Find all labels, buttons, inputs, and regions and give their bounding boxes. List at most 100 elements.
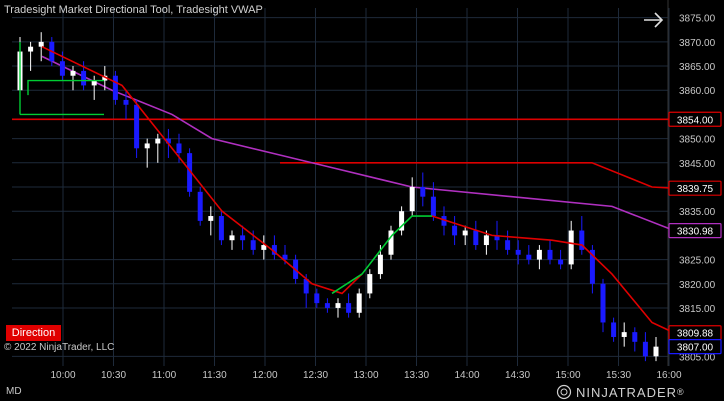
candle-body xyxy=(388,230,394,255)
x-tick-label: 15:30 xyxy=(606,370,631,381)
direction-button[interactable]: Direction xyxy=(6,325,61,341)
arrow-right-icon[interactable] xyxy=(640,6,668,34)
candle-body xyxy=(335,303,341,308)
candle-body xyxy=(632,332,638,342)
candle-body xyxy=(314,293,320,304)
candle-body xyxy=(282,254,288,260)
candle-body xyxy=(505,240,511,250)
y-tick-label: 3865.00 xyxy=(679,62,716,73)
y-tick-label: 3875.00 xyxy=(679,14,716,25)
candle-body xyxy=(240,235,246,241)
candle-body xyxy=(102,75,108,81)
price-label-box xyxy=(668,111,722,127)
x-tick-label: 13:30 xyxy=(404,370,429,381)
candle-body xyxy=(346,303,352,313)
price-label-text: 3839.75 xyxy=(677,184,714,195)
candle-body xyxy=(430,196,436,217)
trend-red-line-2 xyxy=(431,215,675,334)
candle-body xyxy=(123,99,129,105)
candle-body xyxy=(303,278,309,294)
x-tick-label: 15:00 xyxy=(555,370,580,381)
trend-green-line xyxy=(331,215,432,295)
candle-body xyxy=(38,41,44,47)
candle-body xyxy=(324,303,330,308)
green-step-line xyxy=(27,79,104,96)
candle-body xyxy=(229,235,235,241)
candle-body xyxy=(28,46,34,52)
candle-body xyxy=(420,187,426,197)
candle-body xyxy=(261,245,267,250)
candle-body xyxy=(59,61,65,76)
candle-body xyxy=(155,138,161,144)
candle-body xyxy=(558,259,564,265)
y-tick-label: 3845.00 xyxy=(679,159,716,170)
candle-body xyxy=(579,230,585,250)
candle-body xyxy=(526,254,532,260)
vwap-line xyxy=(41,55,675,232)
y-tick-label: 3825.00 xyxy=(679,256,716,267)
brand-suffix: ® xyxy=(677,387,685,397)
x-tick-label: 11:30 xyxy=(202,370,227,381)
candle-body xyxy=(483,235,489,246)
candle-body xyxy=(208,216,214,221)
candle-body xyxy=(568,230,574,265)
candle-body xyxy=(377,254,383,275)
candle-body xyxy=(409,187,415,212)
candle-body xyxy=(367,274,373,294)
candle-body xyxy=(515,249,521,255)
candle-body xyxy=(112,75,118,100)
candle-body xyxy=(250,240,256,250)
x-tick-label: 14:30 xyxy=(505,370,530,381)
candle-body xyxy=(176,143,182,154)
x-tick-label: 12:00 xyxy=(252,370,277,381)
candle-body xyxy=(70,70,76,76)
candle-body xyxy=(589,249,595,284)
y-tick-label: 3815.00 xyxy=(679,304,716,315)
y-tick-label: 3835.00 xyxy=(679,207,716,218)
y-tick-label: 3860.00 xyxy=(679,86,716,97)
x-tick-label: 13:00 xyxy=(353,370,378,381)
candle-body xyxy=(356,293,362,313)
candle-body xyxy=(494,235,500,241)
price-label-text: 3830.98 xyxy=(677,227,714,238)
x-tick-label: 10:00 xyxy=(50,370,75,381)
md-label: MD xyxy=(6,386,22,397)
candle-body xyxy=(536,249,542,260)
price-label-box xyxy=(668,339,722,355)
y-tick-label: 3850.00 xyxy=(679,135,716,146)
candle-body xyxy=(91,80,97,86)
candle-body xyxy=(399,211,405,231)
candle-body xyxy=(218,216,224,241)
x-tick-label: 10:30 xyxy=(101,370,126,381)
chart-title: Tradesight Market Directional Tool, Trad… xyxy=(4,4,263,16)
ninjatrader-logo: NINJATRADER ® xyxy=(556,384,685,400)
price-label-box xyxy=(668,180,722,196)
candle-body xyxy=(653,346,659,357)
price-label-text: 3809.88 xyxy=(677,329,714,340)
candle-body xyxy=(271,245,277,255)
candle-body xyxy=(600,283,606,323)
candle-body xyxy=(441,216,447,226)
candle-body xyxy=(462,230,468,236)
price-label-text: 3854.00 xyxy=(677,115,714,126)
candle-body xyxy=(134,104,140,149)
trend-red-line xyxy=(41,45,363,295)
candle-body xyxy=(144,143,150,149)
brand-name: NINJATRADER xyxy=(576,384,678,400)
price-label-text: 3807.00 xyxy=(677,343,714,354)
candle-body xyxy=(642,341,648,357)
candle-body xyxy=(187,153,193,192)
ninjatrader-logo-icon xyxy=(556,384,572,400)
x-tick-label: 12:30 xyxy=(303,370,328,381)
candle-body xyxy=(165,138,171,144)
candle-body xyxy=(621,332,627,337)
candle-body xyxy=(452,225,458,236)
x-tick-label: 16:00 xyxy=(656,370,681,381)
candle-body xyxy=(81,70,87,86)
candle-body xyxy=(547,249,553,260)
candle-body xyxy=(611,322,617,337)
y-tick-label: 3870.00 xyxy=(679,38,716,49)
price-label-box xyxy=(668,223,722,239)
y-tick-label: 3805.00 xyxy=(679,352,716,363)
